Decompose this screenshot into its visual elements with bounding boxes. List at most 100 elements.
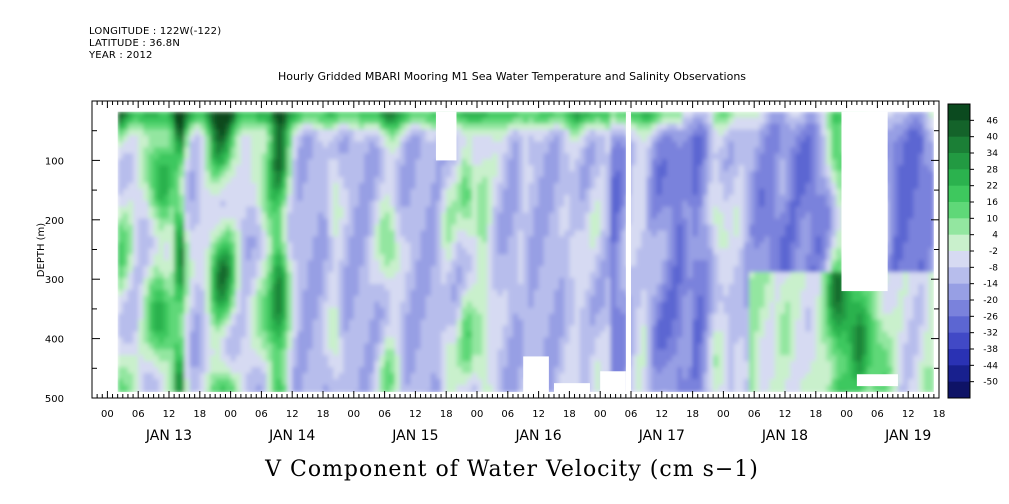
- heatmap-cell: [353, 171, 360, 178]
- heatmap-cell: [271, 123, 278, 131]
- heatmap-cell: [333, 188, 339, 196]
- heatmap-cell: [256, 260, 262, 267]
- heatmap-cell: [266, 307, 273, 315]
- heatmap-cell: [251, 165, 257, 172]
- heatmap-cell: [631, 379, 637, 386]
- heatmap-cell: [415, 295, 422, 303]
- heatmap-cell: [605, 331, 611, 338]
- heatmap-cell: [415, 361, 422, 368]
- heatmap-cell: [379, 349, 386, 356]
- heatmap-cell: [194, 236, 201, 243]
- heatmap-cell: [143, 230, 149, 237]
- heatmap-cell: [394, 367, 401, 374]
- heatmap-cell: [548, 141, 555, 148]
- heatmap-cell: [394, 301, 401, 309]
- heatmap-cell: [441, 284, 447, 291]
- heatmap-cell: [153, 349, 160, 356]
- heatmap-cell: [410, 188, 416, 196]
- heatmap-cell: [415, 266, 422, 273]
- heatmap-cell: [271, 379, 278, 386]
- heatmap-cell: [605, 165, 611, 172]
- heatmap-cell: [179, 260, 185, 267]
- heatmap-cell: [292, 188, 298, 196]
- heatmap-cell: [117, 284, 124, 291]
- heatmap-cell: [287, 200, 293, 208]
- heatmap-cell: [287, 337, 293, 344]
- heatmap-cell: [471, 248, 478, 255]
- heatmap-cell: [456, 153, 463, 160]
- heatmap-cell: [430, 384, 437, 392]
- heatmap-cell: [441, 379, 447, 386]
- heatmap-cell: [435, 284, 442, 291]
- heatmap-cell: [641, 188, 647, 196]
- heatmap-cell: [240, 135, 247, 142]
- heatmap-cell: [246, 331, 252, 338]
- heatmap-cell: [502, 284, 509, 291]
- heatmap-cell: [446, 343, 452, 350]
- heatmap-cell: [548, 147, 555, 154]
- heatmap-cell: [353, 141, 360, 148]
- heatmap-cell: [543, 212, 550, 220]
- heatmap-cell: [235, 206, 242, 214]
- heatmap-cell: [441, 260, 447, 267]
- heatmap-cell: [251, 224, 257, 232]
- heatmap-cell: [631, 349, 637, 356]
- heatmap-cell: [631, 284, 637, 291]
- heatmap-cell: [158, 248, 165, 255]
- heatmap-cell: [194, 307, 201, 315]
- heatmap-cell: [287, 289, 293, 297]
- heatmap-cell: [333, 123, 339, 131]
- heatmap-cell: [297, 159, 303, 166]
- heatmap-cell: [446, 373, 452, 380]
- heatmap-cell: [528, 194, 534, 202]
- heatmap-cell: [420, 367, 427, 374]
- heatmap-cell: [584, 165, 591, 172]
- heatmap-cell: [620, 200, 627, 208]
- heatmap-cell: [533, 123, 540, 131]
- heatmap-cell: [579, 236, 586, 243]
- heatmap-cell: [276, 165, 283, 172]
- heatmap-cell: [338, 135, 345, 142]
- heatmap-cell: [179, 194, 185, 202]
- heatmap-cell: [169, 230, 175, 237]
- heatmap-cell: [554, 218, 560, 226]
- heatmap-cell: [210, 384, 216, 392]
- heatmap-cell: [153, 278, 160, 285]
- heatmap-cell: [538, 248, 545, 255]
- heatmap-cell: [143, 361, 149, 368]
- heatmap-cell: [338, 236, 345, 243]
- heatmap-cell: [317, 331, 324, 338]
- heatmap-cell: [641, 284, 647, 291]
- heatmap-cell: [343, 313, 350, 321]
- heatmap-cell: [189, 367, 196, 374]
- heatmap-cell: [461, 349, 468, 356]
- heatmap-cell: [364, 153, 370, 160]
- heatmap-cell: [600, 218, 606, 226]
- heatmap-cell: [405, 159, 411, 166]
- heatmap-cell: [456, 349, 463, 356]
- heatmap-cell: [620, 123, 627, 131]
- heatmap-cell: [574, 111, 581, 119]
- heatmap-cell: [287, 325, 293, 332]
- heatmap-cell: [184, 319, 191, 327]
- heatmap-cell: [251, 319, 257, 327]
- heatmap-cell: [595, 349, 601, 356]
- heatmap-cell: [477, 224, 483, 232]
- heatmap-cell: [569, 147, 576, 154]
- heatmap-cell: [507, 212, 514, 220]
- heatmap-cell: [163, 165, 170, 172]
- heatmap-cell: [143, 343, 149, 350]
- heatmap-cell: [143, 183, 149, 190]
- heatmap-cell: [163, 313, 170, 321]
- heatmap-cell: [292, 319, 298, 327]
- heatmap-cell: [328, 218, 334, 226]
- heatmap-cell: [210, 141, 216, 148]
- heatmap-cell: [292, 165, 298, 172]
- heatmap-cell: [564, 325, 570, 332]
- heatmap-cell: [343, 165, 350, 172]
- heatmap-cell: [641, 266, 647, 273]
- heatmap-cell: [153, 248, 160, 255]
- heatmap-cell: [225, 165, 232, 172]
- heatmap-cell: [199, 111, 206, 119]
- heatmap-cell: [374, 319, 380, 327]
